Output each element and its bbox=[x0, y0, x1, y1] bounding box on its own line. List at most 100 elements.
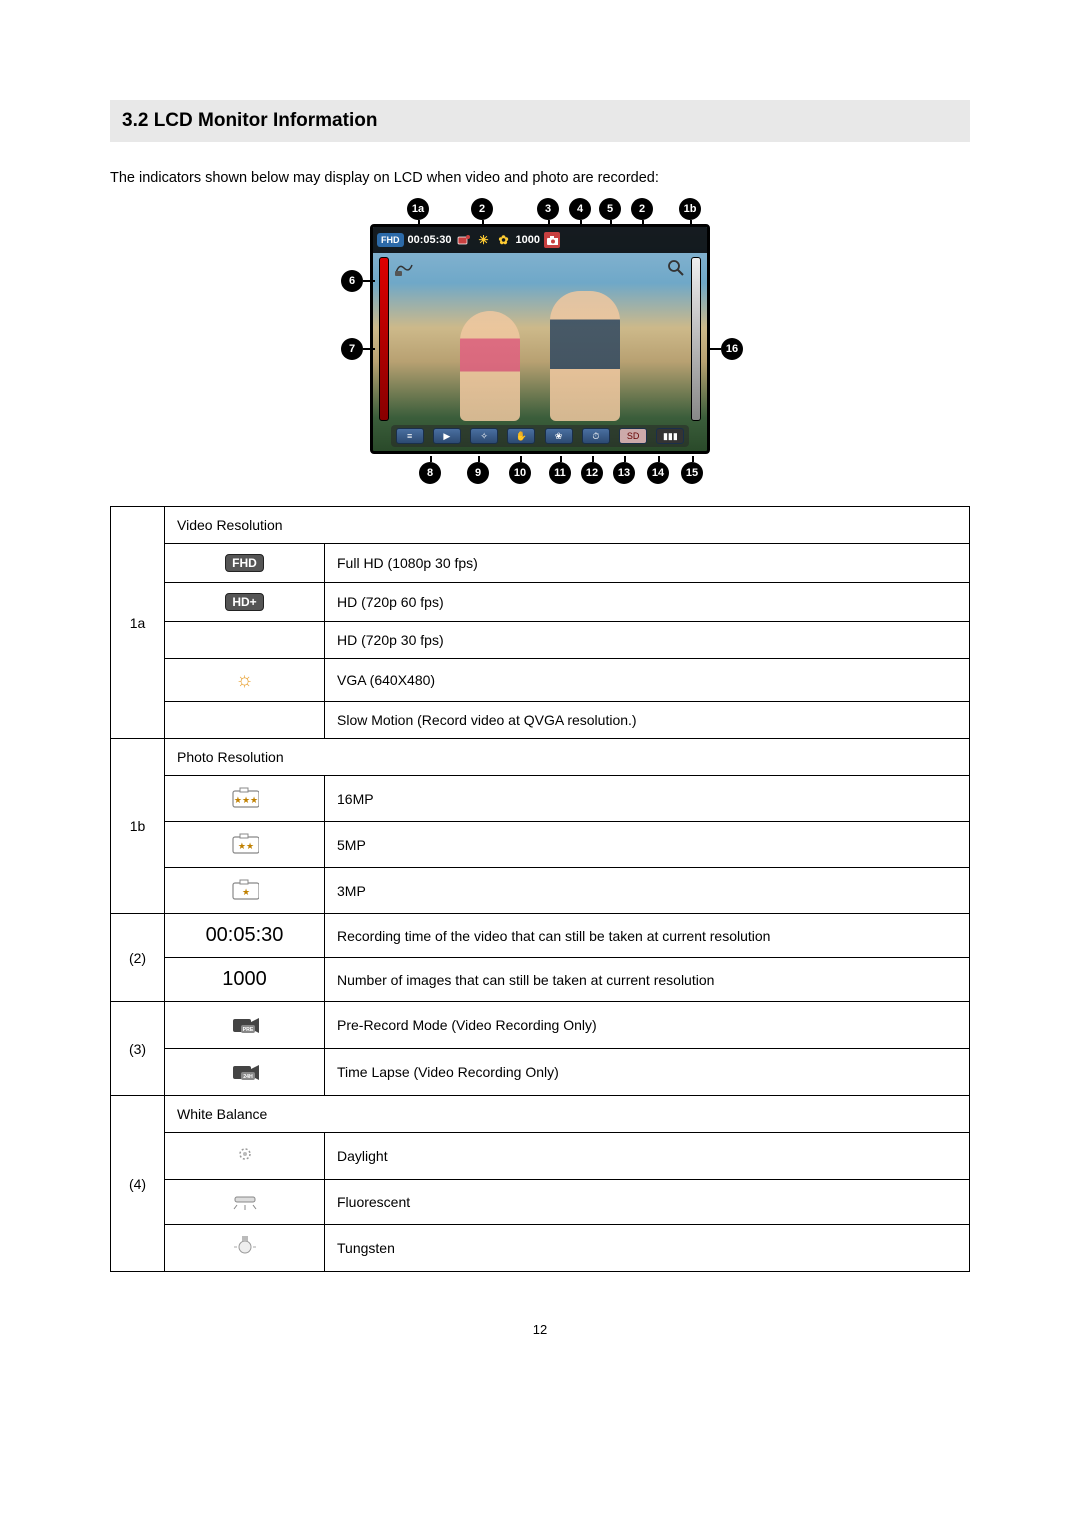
table-row: ☼VGA (640X480) bbox=[111, 659, 970, 702]
playback-icon: ▶ bbox=[433, 428, 461, 444]
table-row: ★★★ 16MP bbox=[111, 776, 970, 822]
callout-2: 2 bbox=[631, 198, 653, 220]
sd-icon: SD bbox=[619, 428, 647, 444]
indicator-description: HD (720p 60 fps) bbox=[325, 583, 970, 622]
menu-icon: ≡ bbox=[396, 428, 424, 444]
indicator-reference-table: 1aVideo ResolutionFHDFull HD (1080p 30 f… bbox=[110, 506, 970, 1272]
figure-child bbox=[460, 311, 520, 421]
lcd-screen: FHD 00:05:30 ☀ ✿ 1000 ≡ ▶ ✧ bbox=[370, 224, 710, 454]
effect-icon: ✧ bbox=[470, 428, 498, 444]
group-header: Photo Resolution bbox=[165, 739, 970, 776]
callout-5: 5 bbox=[599, 198, 621, 220]
callout-1b: 1b bbox=[679, 198, 701, 220]
indicator-description: Daylight bbox=[325, 1133, 970, 1180]
indicator-icon bbox=[165, 1225, 325, 1272]
lcd-preview-graphic bbox=[373, 275, 707, 421]
callout-15: 15 bbox=[681, 462, 703, 484]
callout-11: 11 bbox=[549, 462, 571, 484]
group-id: 1b bbox=[111, 739, 165, 914]
battery-icon: ▮▮▮ bbox=[656, 428, 684, 444]
callout-14: 14 bbox=[647, 462, 669, 484]
indicator-description: Full HD (1080p 30 fps) bbox=[325, 544, 970, 583]
group-id: 1a bbox=[111, 507, 165, 739]
callout-16: 16 bbox=[721, 338, 743, 360]
white-balance-icon: ☀ bbox=[476, 232, 492, 248]
indicator-description: HD (720p 30 fps) bbox=[325, 622, 970, 659]
group-id: (3) bbox=[111, 1002, 165, 1096]
group-id: (2) bbox=[111, 914, 165, 1002]
section-heading: 3.2 LCD Monitor Information bbox=[110, 100, 970, 142]
indicator-description: 16MP bbox=[325, 776, 970, 822]
timer-icon: ⏱ bbox=[582, 428, 610, 444]
lcd-bottom-bar: ≡ ▶ ✧ ✋ ❀ ⏱ SD ▮▮▮ bbox=[391, 425, 689, 447]
svg-text:★★: ★★ bbox=[237, 841, 253, 851]
indicator-description: 5MP bbox=[325, 822, 970, 868]
indicator-description: Number of images that can still be taken… bbox=[325, 958, 970, 1002]
table-row: 1bPhoto Resolution bbox=[111, 739, 970, 776]
callout-1a: 1a bbox=[407, 198, 429, 220]
indicator-icon: ★★ bbox=[165, 822, 325, 868]
callout-10: 10 bbox=[509, 462, 531, 484]
indicator-icon bbox=[165, 702, 325, 739]
scene-icon: ✿ bbox=[496, 232, 512, 248]
callout-3: 3 bbox=[537, 198, 559, 220]
indicator-description: Tungsten bbox=[325, 1225, 970, 1272]
indicator-description: Fluorescent bbox=[325, 1180, 970, 1225]
indicator-icon: ★ bbox=[165, 868, 325, 914]
indicator-icon bbox=[165, 622, 325, 659]
indicator-icon: PRE bbox=[165, 1002, 325, 1049]
svg-text:★★★: ★★★ bbox=[233, 795, 257, 805]
table-row: Slow Motion (Record video at QVGA resolu… bbox=[111, 702, 970, 739]
big-value: 00:05:30 bbox=[165, 914, 325, 958]
svg-text:PRE: PRE bbox=[242, 1027, 253, 1033]
table-row: HD+HD (720p 60 fps) bbox=[111, 583, 970, 622]
indicator-icon: ☼ bbox=[165, 659, 325, 702]
indicator-description: VGA (640X480) bbox=[325, 659, 970, 702]
indicator-description: Slow Motion (Record video at QVGA resolu… bbox=[325, 702, 970, 739]
indicator-icon: 24H bbox=[165, 1049, 325, 1096]
table-row: (2)00:05:30Recording time of the video t… bbox=[111, 914, 970, 958]
stabilizer-icon: ✋ bbox=[507, 428, 535, 444]
svg-text:★: ★ bbox=[241, 887, 249, 897]
figure-adult bbox=[550, 291, 620, 421]
table-row: Tungsten bbox=[111, 1225, 970, 1272]
macro-icon: ❀ bbox=[545, 428, 573, 444]
table-row: FHDFull HD (1080p 30 fps) bbox=[111, 544, 970, 583]
lcd-diagram: 1a234521b FHD 00:05:30 ☀ ✿ 1000 bbox=[335, 198, 745, 484]
recording-time: 00:05:30 bbox=[408, 234, 452, 246]
table-row: ★★ 5MP bbox=[111, 822, 970, 868]
table-row: ★ 3MP bbox=[111, 868, 970, 914]
table-row: 1000Number of images that can still be t… bbox=[111, 958, 970, 1002]
callout-7: 7 bbox=[341, 338, 363, 360]
resolution-badge: FHD bbox=[377, 233, 404, 247]
camera-icon bbox=[544, 232, 560, 248]
indicator-icon: ★★★ bbox=[165, 776, 325, 822]
table-row: HD (720p 30 fps) bbox=[111, 622, 970, 659]
indicator-icon: FHD bbox=[165, 544, 325, 583]
group-id: (4) bbox=[111, 1096, 165, 1272]
indicator-description: Pre-Record Mode (Video Recording Only) bbox=[325, 1002, 970, 1049]
indicator-description: Recording time of the video that can sti… bbox=[325, 914, 970, 958]
table-row: 1aVideo Resolution bbox=[111, 507, 970, 544]
callout-2: 2 bbox=[471, 198, 493, 220]
page-number: 12 bbox=[110, 1322, 970, 1337]
prerecord-icon bbox=[456, 232, 472, 248]
table-row: Fluorescent bbox=[111, 1180, 970, 1225]
indicator-icon bbox=[165, 1180, 325, 1225]
group-header: Video Resolution bbox=[165, 507, 970, 544]
indicator-description: Time Lapse (Video Recording Only) bbox=[325, 1049, 970, 1096]
svg-text:24H: 24H bbox=[243, 1074, 253, 1080]
image-count: 1000 bbox=[516, 234, 540, 246]
callout-9: 9 bbox=[467, 462, 489, 484]
table-row: (3)PREPre-Record Mode (Video Recording O… bbox=[111, 1002, 970, 1049]
intro-text: The indicators shown below may display o… bbox=[110, 170, 970, 186]
group-header: White Balance bbox=[165, 1096, 970, 1133]
callout-12: 12 bbox=[581, 462, 603, 484]
callout-6: 6 bbox=[341, 270, 363, 292]
callout-8: 8 bbox=[419, 462, 441, 484]
callout-13: 13 bbox=[613, 462, 635, 484]
table-row: (4)White Balance bbox=[111, 1096, 970, 1133]
indicator-icon bbox=[165, 1133, 325, 1180]
big-value: 1000 bbox=[165, 958, 325, 1002]
indicator-description: 3MP bbox=[325, 868, 970, 914]
